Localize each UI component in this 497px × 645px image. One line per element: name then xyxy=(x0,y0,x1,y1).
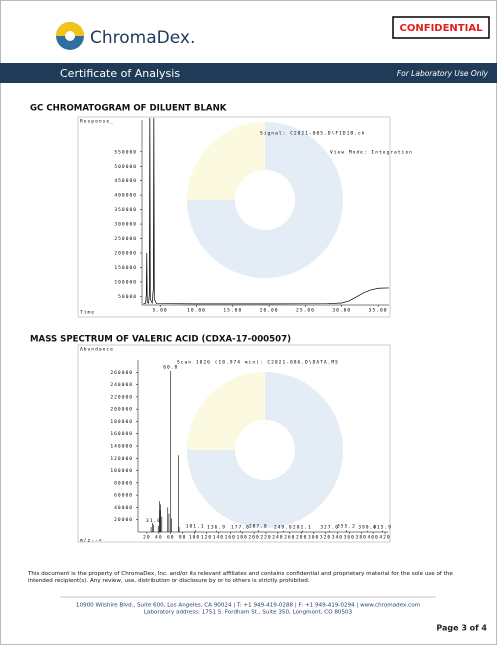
brand: ChromaDex. xyxy=(90,28,195,48)
y-axis-label: Abundance xyxy=(80,347,114,353)
x-tick-label: 5.00 xyxy=(153,308,168,314)
band-title: Certificate of Analysis xyxy=(60,67,180,80)
y-tick-label: 60000 xyxy=(114,493,133,499)
x-tick-label: 380 xyxy=(356,535,367,541)
y-tick-label: 300000 xyxy=(114,222,137,228)
peak-label: 415.9 xyxy=(373,524,392,530)
y-tick-label: 350000 xyxy=(114,207,137,213)
y-tick-label: 20000 xyxy=(114,517,133,523)
peak-label: 177.0 xyxy=(231,524,250,530)
y-tick-label: 220000 xyxy=(110,394,133,400)
y-tick-label: 80000 xyxy=(114,480,133,486)
x-tick-label: 200 xyxy=(248,535,259,541)
peak-label: 60.0 xyxy=(163,365,178,371)
view-mode-label: View Mode: Integration xyxy=(330,150,413,156)
y-tick-label: 150000 xyxy=(114,265,137,271)
x-tick-label: 80 xyxy=(179,535,187,541)
y-tick-label: 140000 xyxy=(110,444,133,450)
signal-label: Signal: C2021-085.D\FID1B.ch xyxy=(260,131,365,137)
x-tick-label: 300 xyxy=(308,535,319,541)
peak-label: 327.0 xyxy=(320,524,339,530)
x-tick-label: 280 xyxy=(296,535,307,541)
peak-label: 101.1 xyxy=(186,524,205,530)
x-tick-label: 20 xyxy=(143,535,151,541)
y-tick-label: 200000 xyxy=(110,407,133,413)
band-note: For Laboratory Use Only xyxy=(397,69,489,78)
y-tick-label: 250000 xyxy=(114,236,137,242)
x-tick-label: 20.00 xyxy=(260,308,279,314)
y-axis-label: Response_ xyxy=(80,119,114,125)
peak-label: 390.8 xyxy=(358,524,377,530)
logo xyxy=(56,22,84,50)
y-tick-label: 500000 xyxy=(114,164,137,170)
peak-label: 207.0 xyxy=(249,524,268,530)
peak-label: 355.2 xyxy=(337,524,356,530)
x-tick-label: 420 xyxy=(379,535,390,541)
scan-label: Scan 1026 (10.974 min): C2021-086.D\DATA… xyxy=(177,360,339,366)
y-tick-label: 180000 xyxy=(110,419,133,425)
y-tick-label: 260000 xyxy=(110,370,133,376)
y-tick-label: 100000 xyxy=(114,279,137,285)
peak-label: 281.1 xyxy=(293,524,312,530)
chart-frame xyxy=(77,116,391,318)
page-number: Page 3 of 4 xyxy=(436,624,487,633)
watermark xyxy=(187,122,343,278)
x-tick-label: 60 xyxy=(167,535,175,541)
watermark xyxy=(187,372,343,528)
trace xyxy=(143,118,389,305)
address: 10900 Wilshire Blvd., Suite 600, Los Ang… xyxy=(76,603,420,609)
section-title: MASS SPECTRUM OF VALERIC ACID (CDXA-17-0… xyxy=(30,335,291,345)
y-tick-label: 160000 xyxy=(110,431,133,437)
x-axis-label: m/z--> xyxy=(80,538,103,544)
peak-label: 249.0 xyxy=(274,524,293,530)
disclaimer: This document is the property of ChromaD… xyxy=(28,571,453,584)
x-tick-label: 35.00 xyxy=(369,308,388,314)
y-tick-label: 400000 xyxy=(114,193,137,199)
y-tick-label: 40000 xyxy=(114,505,133,511)
x-tick-label: 340 xyxy=(332,535,343,541)
x-tick-label: 260 xyxy=(284,535,295,541)
y-tick-label: 550000 xyxy=(114,149,137,155)
peak-label: 136.9 xyxy=(207,524,226,530)
x-tick-label: 10.00 xyxy=(187,308,206,314)
x-tick-label: 30.00 xyxy=(332,308,351,314)
confidential: CONFIDENTIAL xyxy=(400,23,484,34)
section-title: GC CHROMATOGRAM OF DILUENT BLANK xyxy=(30,104,227,114)
x-tick-label: 180 xyxy=(237,535,248,541)
x-tick-label: 220 xyxy=(260,535,271,541)
y-tick-label: 240000 xyxy=(110,382,133,388)
x-tick-label: 160 xyxy=(225,535,236,541)
chart-frame xyxy=(77,344,391,543)
y-tick-label: 120000 xyxy=(110,456,133,462)
peak-label: 31.0 xyxy=(146,518,161,524)
x-axis-label: Time xyxy=(80,310,95,316)
title-band xyxy=(0,63,497,83)
x-tick-label: 40 xyxy=(155,535,163,541)
y-tick-label: 450000 xyxy=(114,178,137,184)
y-tick-label: 100000 xyxy=(110,468,133,474)
x-tick-label: 240 xyxy=(272,535,283,541)
x-tick-label: 100 xyxy=(189,535,200,541)
confidential-box xyxy=(392,16,490,39)
disclaimer-box: This document is the property of ChromaD… xyxy=(28,571,453,584)
x-tick-label: 15.00 xyxy=(223,308,242,314)
x-tick-label: 320 xyxy=(320,535,331,541)
y-tick-label: 50000 xyxy=(118,294,137,300)
x-tick-label: 120 xyxy=(201,535,212,541)
lab-address: Laboratory address: 1751 S. Fordham St.,… xyxy=(144,610,353,616)
y-tick-label: 200000 xyxy=(114,250,137,256)
x-tick-label: 25.00 xyxy=(296,308,315,314)
x-tick-label: 140 xyxy=(213,535,224,541)
x-tick-label: 360 xyxy=(344,535,355,541)
x-tick-label: 400 xyxy=(367,535,378,541)
